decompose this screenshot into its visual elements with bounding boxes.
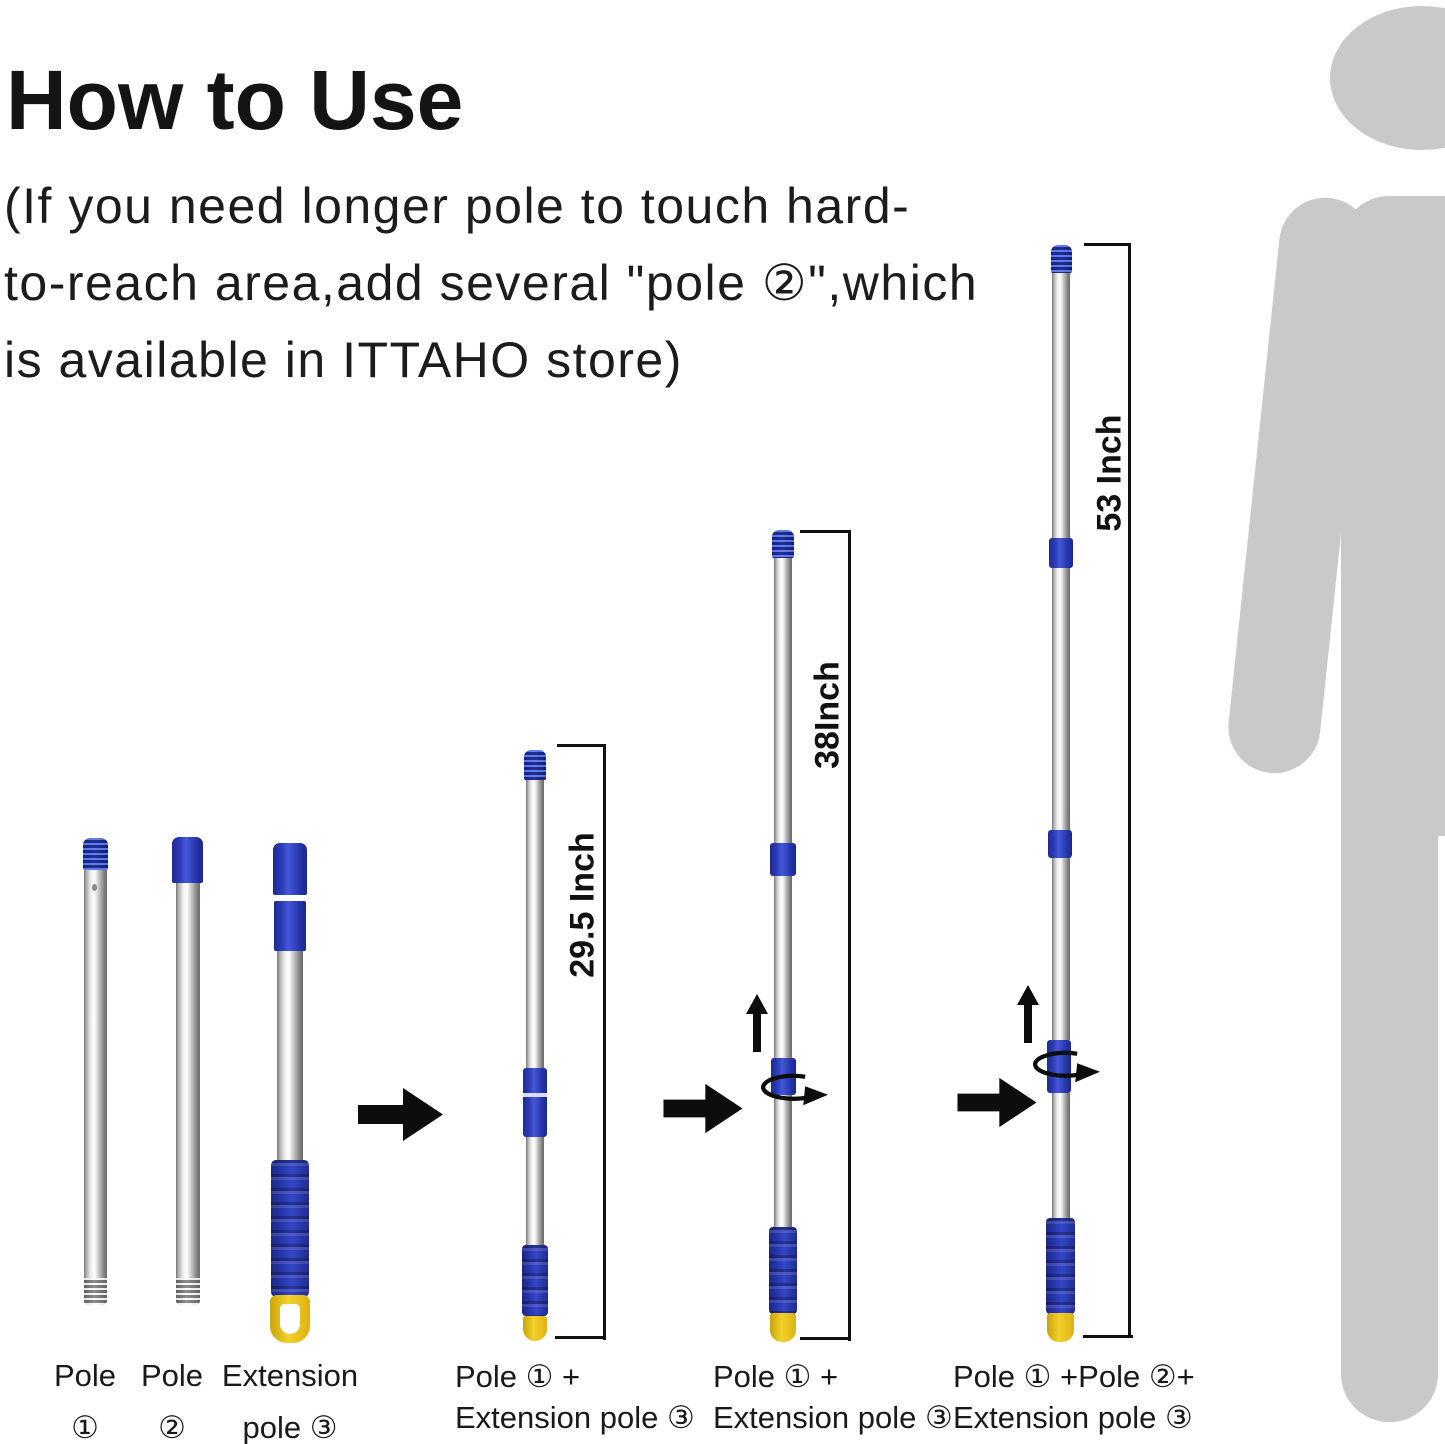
assembly-a-measure-tick-top: [557, 744, 606, 747]
assembly-b-grip: [769, 1227, 797, 1314]
assembly-c-grip: [1046, 1218, 1075, 1314]
assembly-c-measure-line: [1128, 245, 1131, 1338]
assembly-c-thread-tip: [1051, 245, 1072, 273]
assembly-a-yellow-tip: [523, 1316, 547, 1341]
assembly-b-yellow-tip: [770, 1313, 796, 1342]
pole2-cap: [172, 837, 203, 883]
pole2-label: Pole ②: [122, 1350, 222, 1444]
assembly-a-connector: [523, 1068, 547, 1137]
assembly-b-thread-tip: [772, 530, 794, 558]
pole1-label-name: Pole: [53, 1358, 117, 1393]
assembly-c-lower-shaft: [1052, 1093, 1070, 1218]
pole3-label: Extension pole ③: [208, 1350, 372, 1444]
rotate-arrow-icon: [1033, 1050, 1100, 1083]
assembly-c-label: Pole ① +Pole ②+ Extension pole ③: [953, 1356, 1195, 1438]
pole2-label-number: ②: [158, 1410, 186, 1444]
assembly-a-connector-seam: [523, 1093, 547, 1097]
pole2-shaft: [176, 883, 200, 1278]
assembly-b-collar: [770, 843, 796, 876]
assembly-a-measure-line: [603, 745, 606, 1340]
assembly-b-measure-line: [848, 531, 851, 1341]
page-title: How to Use: [6, 53, 464, 147]
assembly-b-label-line1: Pole ① +: [713, 1359, 839, 1394]
rotate-arrow-icon: [761, 1073, 828, 1106]
pole1-thread-tip: [83, 838, 108, 870]
arrow-right-icon: [663, 1083, 743, 1134]
assembly-c-yellow-tip: [1047, 1313, 1074, 1342]
pole3-grip: [271, 1160, 309, 1297]
note-line-2: to-reach area,add several "pole ②",which: [4, 255, 979, 311]
arrow-right-icon: [358, 1088, 443, 1141]
pole3-shaft: [277, 951, 303, 1160]
assembly-b-length-label: 38Inch: [808, 661, 847, 769]
pole1-label-number: ①: [71, 1410, 99, 1444]
pole1-bottom-threads: [84, 1278, 107, 1305]
assembly-c-collar-2: [1048, 830, 1072, 858]
pole3-collar: [274, 901, 306, 951]
assembly-a-label: Pole ① + Extension pole ③: [455, 1356, 695, 1438]
note-line-3: is available in ITTAHO store): [4, 332, 683, 388]
assembly-a-upper-shaft: [526, 780, 544, 1068]
note-line-1: (If you need longer pole to touch hard-: [4, 178, 911, 234]
silhouette-head: [1330, 6, 1445, 150]
assembly-b-mid-shaft: [774, 876, 792, 1058]
pole3-label-number: pole ③: [242, 1410, 338, 1444]
assembly-c-label-line2: Extension pole ③: [953, 1400, 1193, 1435]
assembly-c-measure-tick-bottom: [1083, 1335, 1133, 1338]
assembly-b-upper-shaft: [774, 558, 792, 843]
assembly-c-length-label: 53 Inch: [1090, 414, 1129, 532]
assembly-b-lower-shaft: [774, 1095, 792, 1227]
silhouette-leg: [1341, 745, 1438, 1422]
assembly-c-label-line1: Pole ① +Pole ②+: [953, 1359, 1195, 1394]
assembly-b-measure-tick-top: [800, 530, 851, 533]
assembly-a-label-line2: Extension pole ③: [455, 1400, 695, 1435]
up-arrow-icon: [746, 994, 768, 1052]
assembly-b-label: Pole ① + Extension pole ③: [713, 1356, 953, 1438]
assembly-a-length-label: 29.5 Inch: [563, 832, 602, 978]
pole3-hang-loop-hole: [280, 1304, 300, 1334]
assembly-a-measure-tick-bottom: [555, 1336, 606, 1339]
pole1-hang-hole: [92, 884, 97, 891]
assembly-a-grip: [522, 1245, 548, 1316]
pole1-label: Pole ①: [35, 1350, 135, 1444]
pole3-hang-loop: [270, 1295, 310, 1343]
assembly-c-mid-shaft-1: [1052, 568, 1070, 830]
assembly-c-upper-shaft: [1052, 273, 1070, 538]
assembly-b-measure-tick-bottom: [800, 1337, 851, 1340]
arrow-right-icon: [957, 1077, 1037, 1128]
up-arrow-icon: [1017, 985, 1039, 1043]
assembly-a-label-line1: Pole ① +: [455, 1359, 581, 1394]
pole3-top-cap: [273, 843, 307, 895]
assembly-a-thread-tip: [524, 750, 546, 780]
assembly-c-connector: [1047, 1040, 1071, 1093]
assembly-a-lower-shaft: [526, 1137, 544, 1245]
pole2-label-name: Pole: [140, 1358, 204, 1393]
note-paragraph: (If you need longer pole to touch hard- …: [4, 168, 978, 399]
pole2-bottom-threads: [176, 1278, 200, 1305]
assembly-b-label-line2: Extension pole ③: [713, 1400, 953, 1435]
pole3-label-name: Extension: [221, 1358, 359, 1393]
assembly-c-mid-shaft-2: [1052, 858, 1070, 1040]
assembly-c-measure-tick-top: [1084, 243, 1131, 246]
pole1-shaft: [84, 870, 107, 1278]
assembly-c-collar-1: [1049, 538, 1073, 568]
